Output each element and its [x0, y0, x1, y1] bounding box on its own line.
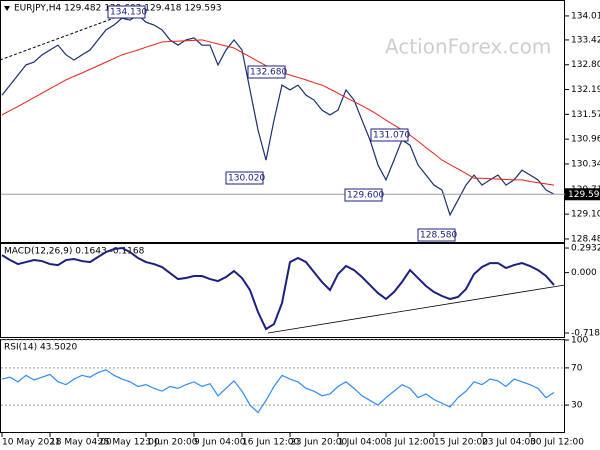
annotation: 132.680 [250, 68, 287, 78]
series-line [1, 247, 555, 331]
x-tick-label: 23 Jul 04:00 [482, 438, 536, 448]
x-tick-label: 23 Jun 20:00 [290, 438, 347, 448]
x-tick-label: 1 Jun 20:00 [146, 438, 198, 448]
y-tick-label: 0.000 [571, 268, 597, 278]
trend-line [0, 13, 126, 61]
y-tick-label: 134.015 [571, 11, 600, 21]
y-tick-label: 0.2932 [571, 244, 600, 254]
annotation-box [344, 188, 383, 202]
series-line [1, 369, 555, 414]
x-tick-label: 18 May 04:00 [50, 438, 112, 448]
last-price-box [565, 188, 600, 201]
annotation: 130.020 [228, 174, 265, 184]
annotation-box [370, 128, 409, 142]
y-tick-label: -0.7185 [571, 329, 600, 339]
price-pane [0, 0, 565, 243]
y-tick-label: 100 [571, 336, 588, 346]
annotation-box [247, 65, 286, 79]
macd-header: MACD(12,26,9) 0.1643 -0.1168 [4, 247, 145, 257]
y-tick-label: 132.805 [571, 60, 600, 70]
x-tick-label: 15 Jul 20:00 [434, 438, 488, 448]
x-tick-label: 16 Jun 12:00 [242, 438, 299, 448]
annotation: 128.580 [420, 231, 457, 241]
watermark: ActionForex.com [385, 35, 551, 59]
menu-icon[interactable] [4, 6, 10, 11]
series-line [1, 14, 555, 217]
y-tick-label: 129.100 [571, 210, 600, 220]
y-tick-label: 131.575 [571, 110, 600, 120]
macd-trend-line [267, 284, 566, 334]
y-tick-label: 133.420 [571, 35, 600, 45]
annotation: 129.600 [347, 191, 384, 201]
y-tick-label: 128.485 [571, 234, 600, 244]
y-tick-label: 130.345 [571, 159, 600, 169]
x-tick-label: 25 May 12:00 [98, 438, 160, 448]
y-tick-label: 30 [571, 401, 583, 411]
y-tick-label: 70 [571, 363, 583, 373]
last-price-label: 129.593 [568, 190, 600, 200]
annotation: 134.130 [110, 8, 147, 18]
x-tick-label: 1 Jul 04:00 [338, 438, 387, 448]
x-tick-label: 9 Jun 04:00 [194, 438, 246, 448]
x-tick-label: 8 Jul 12:00 [386, 438, 435, 448]
x-tick-label: 10 May 2021 [2, 438, 61, 448]
annotation: 131.070 [373, 131, 410, 141]
rsi-header: RSI(14) 43.5020 [4, 343, 77, 353]
x-tick-label: 30 Jul 12:00 [530, 438, 584, 448]
macd-pane [0, 243, 565, 338]
annotation-box [225, 171, 264, 185]
y-tick-label: 130.960 [571, 135, 600, 145]
annotation-box [107, 5, 146, 19]
annotation-box [417, 228, 456, 242]
y-tick-label: 132.190 [571, 85, 600, 95]
